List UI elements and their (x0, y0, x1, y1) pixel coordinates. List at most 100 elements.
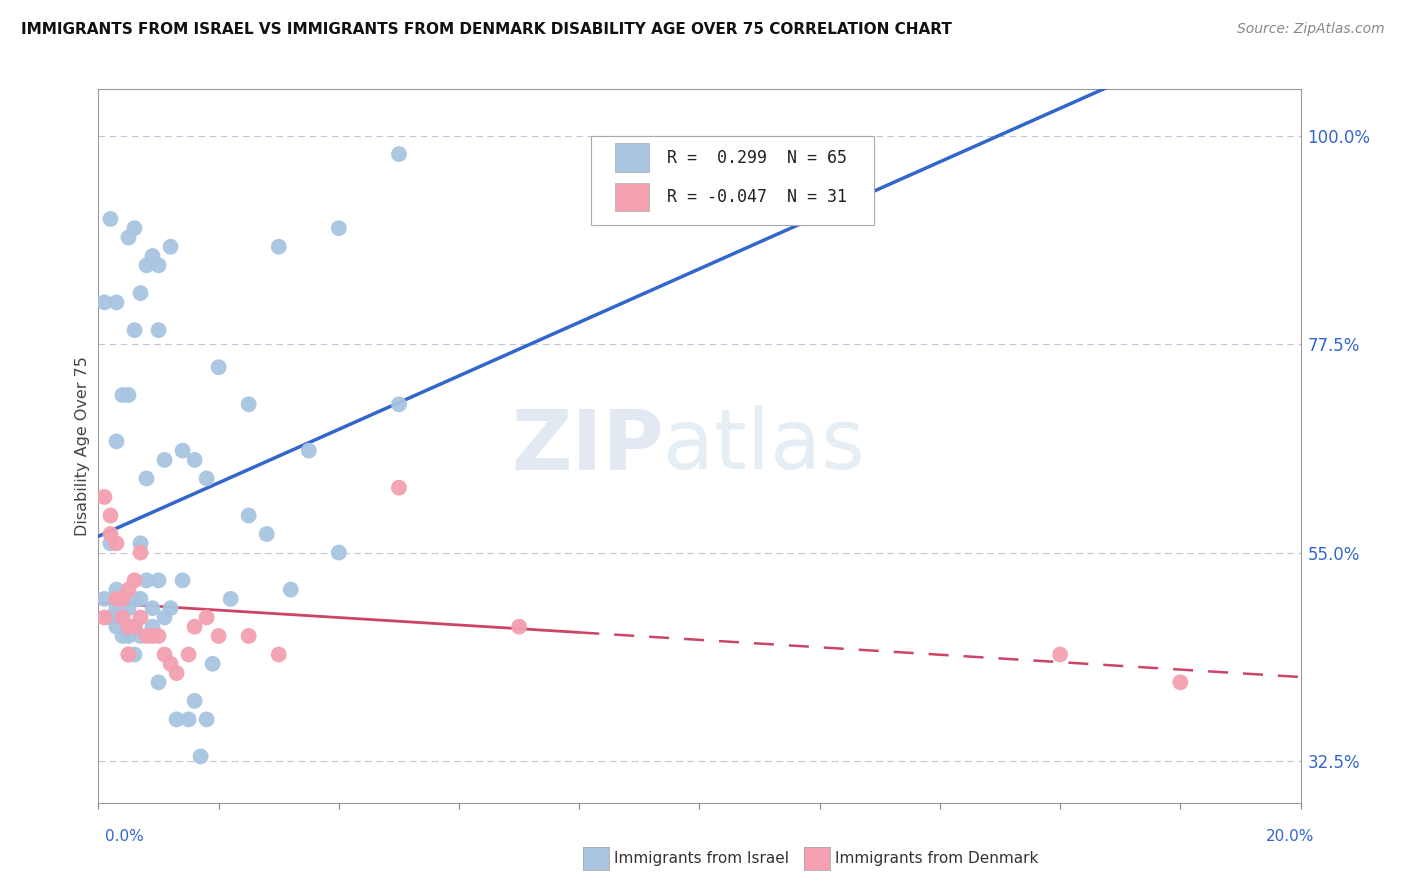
Point (111, 388, 134, 402)
Point (129, 610, 152, 624)
Point (508, 620, 530, 634)
Point (280, 582, 302, 597)
Point (111, 591, 134, 606)
Point (298, 443, 321, 458)
Point (195, 471, 218, 485)
Point (129, 591, 152, 606)
Point (148, 574, 170, 588)
Point (111, 610, 134, 624)
Point (388, 397, 411, 411)
Point (117, 620, 139, 634)
Y-axis label: Disability Age Over 75: Disability Age Over 75 (75, 356, 90, 536)
Point (105, 601, 128, 615)
Point (388, 147, 411, 161)
Point (172, 574, 194, 588)
Point (129, 286, 152, 301)
Point (201, 657, 224, 671)
Point (177, 648, 200, 662)
FancyBboxPatch shape (592, 136, 873, 225)
Point (105, 295, 128, 310)
Point (159, 601, 181, 615)
Point (117, 601, 139, 615)
FancyBboxPatch shape (616, 144, 650, 172)
Point (129, 545, 152, 559)
Point (93, 591, 115, 606)
Text: 20.0%: 20.0% (1267, 830, 1315, 844)
Point (124, 574, 146, 588)
Text: atlas: atlas (664, 406, 865, 486)
Point (117, 648, 139, 662)
Point (93, 490, 115, 504)
Point (141, 629, 163, 643)
Point (190, 749, 212, 764)
Point (172, 443, 194, 458)
Point (148, 675, 170, 690)
Point (117, 582, 139, 597)
Point (129, 629, 152, 643)
Point (208, 360, 231, 375)
Point (208, 629, 231, 643)
Point (111, 591, 134, 606)
Text: 0.0%: 0.0% (105, 830, 145, 844)
Point (1170, 675, 1192, 690)
Point (135, 258, 157, 272)
Text: IMMIGRANTS FROM ISRAEL VS IMMIGRANTS FROM DENMARK DISABILITY AGE OVER 75 CORRELA: IMMIGRANTS FROM ISRAEL VS IMMIGRANTS FRO… (21, 22, 952, 37)
Point (117, 230, 139, 244)
Point (388, 481, 411, 495)
Point (267, 648, 290, 662)
Point (105, 536, 128, 550)
Point (195, 712, 218, 726)
Point (105, 434, 128, 449)
Point (141, 620, 163, 634)
Point (141, 601, 163, 615)
Point (117, 629, 139, 643)
Point (100, 610, 122, 624)
Point (93, 295, 115, 310)
Text: R = -0.047  N = 31: R = -0.047 N = 31 (666, 188, 846, 206)
Point (159, 240, 181, 254)
Point (267, 240, 290, 254)
Point (124, 620, 146, 634)
Point (100, 536, 122, 550)
Point (183, 620, 205, 634)
Point (117, 620, 139, 634)
Point (105, 591, 128, 606)
Point (124, 323, 146, 337)
Point (238, 508, 260, 523)
FancyBboxPatch shape (616, 183, 650, 211)
Point (124, 591, 146, 606)
Point (105, 620, 128, 634)
Point (100, 508, 122, 523)
Point (256, 527, 278, 541)
Point (124, 648, 146, 662)
Point (328, 545, 350, 559)
Point (183, 694, 205, 708)
Point (159, 657, 181, 671)
Point (117, 648, 139, 662)
Text: R =  0.299  N = 65: R = 0.299 N = 65 (666, 149, 846, 167)
Point (238, 629, 260, 643)
Point (195, 610, 218, 624)
Point (135, 574, 157, 588)
Point (93, 610, 115, 624)
Point (219, 591, 242, 606)
Point (328, 221, 350, 235)
Point (148, 258, 170, 272)
Point (111, 629, 134, 643)
Point (100, 527, 122, 541)
Point (135, 471, 157, 485)
Point (166, 712, 188, 726)
Point (166, 666, 188, 681)
Point (177, 712, 200, 726)
Point (148, 629, 170, 643)
Point (153, 453, 176, 467)
Point (153, 648, 176, 662)
Text: ZIP: ZIP (510, 406, 664, 486)
Point (148, 323, 170, 337)
Point (135, 629, 157, 643)
Point (100, 211, 122, 226)
Point (124, 221, 146, 235)
Point (141, 249, 163, 263)
Point (124, 620, 146, 634)
Text: Immigrants from Denmark: Immigrants from Denmark (835, 851, 1039, 865)
